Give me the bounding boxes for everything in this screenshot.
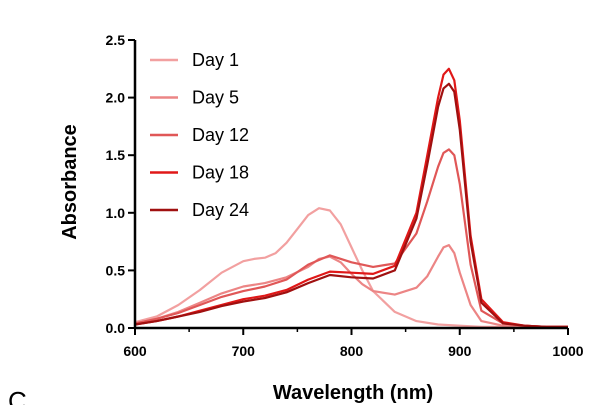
- y-tick-label: 0.0: [106, 320, 126, 336]
- ticks-layer: 600 700 800 900 1000 0.0 0.5 1.0 1.5 2.0 2.5: [106, 32, 584, 359]
- legend-label: Day 12: [192, 125, 249, 145]
- legend-label: Day 5: [192, 88, 239, 108]
- x-tick-label: 900: [448, 343, 472, 359]
- y-tick-label: 1.0: [106, 205, 126, 221]
- x-tick-label: 700: [232, 343, 256, 359]
- series-line-3: [134, 148, 568, 328]
- series-line-1: [134, 207, 568, 328]
- legend-label: Day 18: [192, 163, 249, 183]
- y-tick-label: 2.5: [106, 32, 126, 48]
- series-line-2: [134, 244, 568, 328]
- axes-layer: [133, 40, 568, 330]
- x-axis-title: Wavelength (nm): [273, 382, 433, 404]
- series-line-4: [134, 67, 568, 328]
- series-line-5: [134, 82, 568, 328]
- y-tick-label: 2.0: [106, 90, 126, 106]
- y-tick-label: 0.5: [106, 262, 126, 278]
- x-tick-label: 600: [123, 343, 147, 359]
- y-tick-label: 1.5: [106, 147, 126, 163]
- y-axis-title: Absorbance: [59, 124, 81, 240]
- legend-label: Day 24: [192, 200, 249, 220]
- x-tick-label: 800: [340, 343, 364, 359]
- legend-label: Day 1: [192, 50, 239, 70]
- legend: Day 1 Day 5 Day 12 Day 18 Day 24: [150, 50, 249, 220]
- series-layer: [134, 67, 568, 328]
- x-tick-label: 1000: [552, 343, 583, 359]
- panel-label: C: [8, 386, 27, 405]
